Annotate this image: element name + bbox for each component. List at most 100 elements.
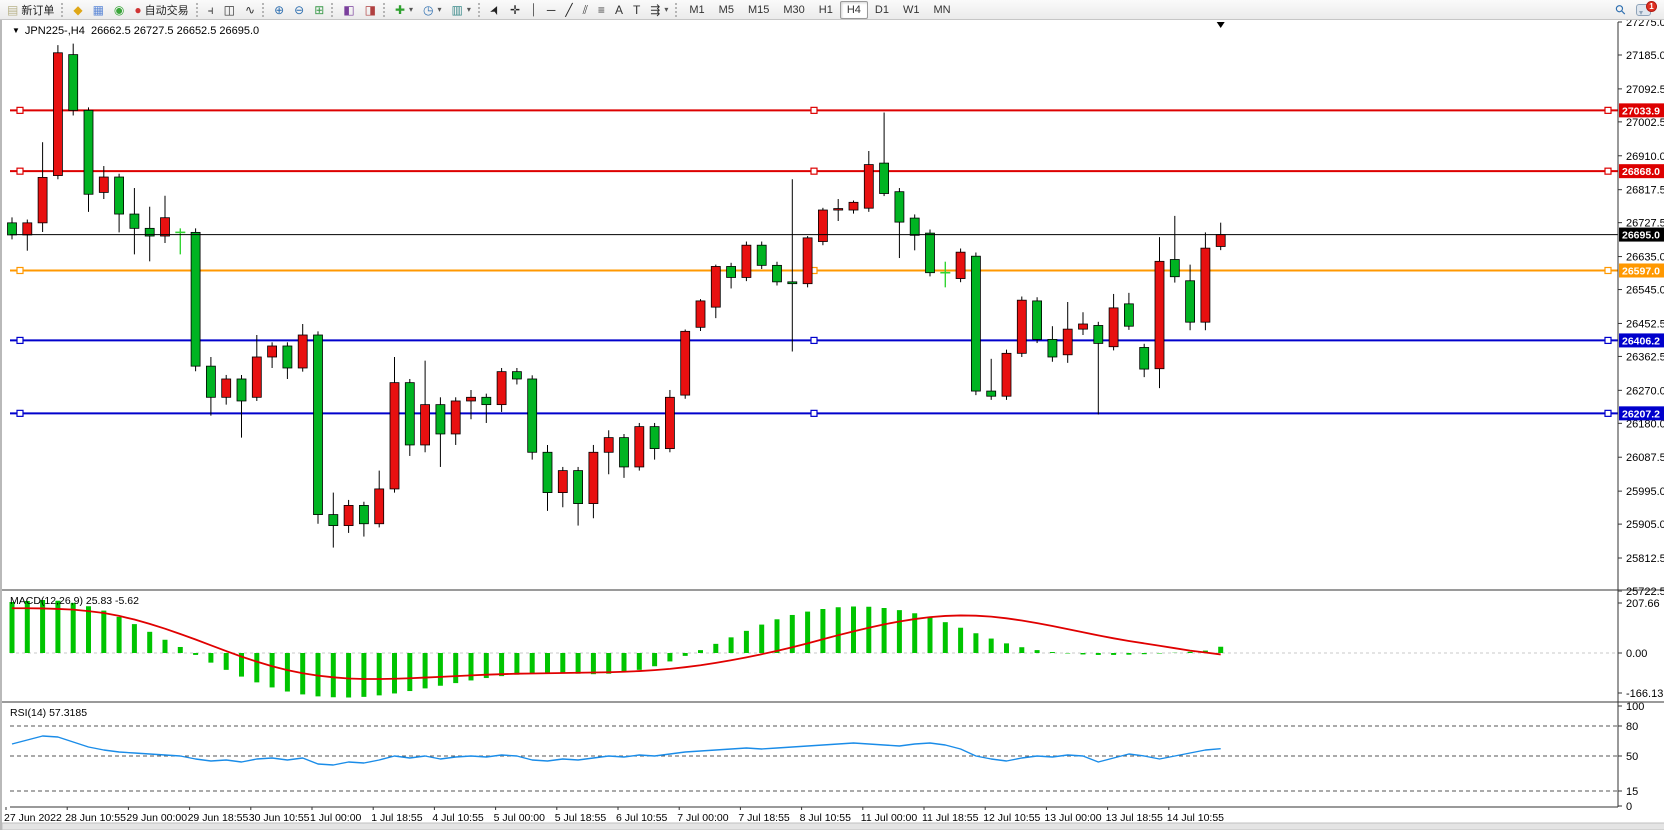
timeframe-button-m30[interactable]: M30 (783, 3, 805, 16)
chat-balloon-icon: 1 (1636, 0, 1657, 16)
line-chart-button[interactable]: ∿ (240, 1, 260, 19)
dropdown-arrow-icon[interactable]: ▾ (437, 5, 442, 14)
price-axis-label: 26910.0 (1626, 151, 1664, 163)
chart-background (2, 20, 1664, 830)
timeframe-button-d1[interactable]: D1 (874, 3, 889, 16)
line-handle[interactable] (810, 167, 818, 175)
equidistant-channel-tool-button[interactable]: ⫽ (578, 1, 593, 19)
search-button[interactable]: ⚲ (1611, 0, 1631, 19)
notifications-button[interactable]: 1 (1631, 0, 1657, 19)
timeframe-button-w1[interactable]: W1 (902, 3, 920, 16)
bull-candle (160, 217, 170, 237)
price-tag-label: 26597.0 (1622, 265, 1660, 277)
vertical-line-tool-icon: ⏐ (530, 2, 537, 17)
bear-candle (435, 404, 446, 435)
candlestick-chart-button[interactable]: ◫ (219, 1, 240, 19)
bull-candle (1200, 247, 1211, 323)
line-handle[interactable] (1604, 167, 1612, 175)
horizontal-scrollbar[interactable] (2, 822, 1664, 830)
timeframe-button-h4[interactable]: H4 (839, 0, 868, 19)
time-axis-label: 13 Jul 18:55 (1106, 812, 1163, 824)
tile-windows-button[interactable]: ⊞ (309, 1, 329, 19)
toolbar-button-label: 新订单 (21, 4, 55, 17)
line-handle[interactable] (16, 409, 24, 417)
bear-candle (542, 451, 553, 493)
bull-candle (374, 488, 385, 525)
bull-candle (603, 437, 614, 453)
price-axis-label: 26180.0 (1626, 418, 1664, 430)
line-handle[interactable] (810, 409, 818, 417)
price-tag (1619, 263, 1664, 278)
horizontal-line-tool-button[interactable]: ─ (542, 1, 561, 19)
line-handle[interactable] (1604, 409, 1612, 417)
bull-candle (221, 378, 232, 398)
line-handle[interactable] (810, 336, 818, 345)
time-axis-label: 28 Jun 10:55 (65, 812, 126, 824)
chart-shift-button[interactable]: ◨ (360, 1, 381, 19)
line-handle[interactable] (16, 167, 24, 175)
text-tool-icon: A (614, 2, 623, 17)
news-feed-button[interactable]: ◉ (109, 1, 129, 19)
time-axis-label: 6 Jul 10:55 (616, 812, 668, 824)
fibonacci-tool-button[interactable]: ≡ (593, 1, 610, 19)
notification-count-badge: 1 (1646, 0, 1657, 12)
zoom-out-button[interactable]: ⊖ (289, 1, 309, 19)
new-order-button[interactable]: ▤ 新订单 (2, 1, 59, 19)
rsi-axis-label: 80 (1626, 721, 1638, 733)
market-watch-button[interactable]: ◆ (68, 1, 87, 19)
auto-arrange-button[interactable]: ◧ (338, 1, 359, 19)
dropdown-arrow-icon[interactable]: ▾ (409, 5, 414, 14)
dropdown-arrow-icon[interactable]: ▾ (664, 5, 669, 14)
cursor-tool-button[interactable]: ➤ (485, 1, 505, 19)
price-chart[interactable]: 27275.0 27185.0 27092.5 27002.5 26910.0 26817… (2, 20, 1664, 830)
bear-candle (404, 382, 415, 446)
time-axis-label: 1 Jul 00:00 (310, 812, 362, 824)
timeframe-button-h1[interactable]: H1 (818, 3, 833, 16)
time-axis-label: 27 Jun 2022 (4, 812, 62, 824)
bear-candle (1185, 280, 1195, 323)
time-axis-label: 5 Jul 18:55 (555, 812, 607, 824)
timeframe-button-mn[interactable]: MN (933, 3, 951, 16)
line-handle[interactable] (16, 106, 24, 114)
toolbar-group: ◧ ◨ (338, 0, 381, 20)
bear-candle (236, 378, 247, 402)
price-axis-label: 26635.0 (1626, 252, 1664, 264)
line-handle[interactable] (1604, 106, 1612, 114)
bull-candle (53, 52, 63, 176)
timeframe-button-m15[interactable]: M15 (747, 3, 770, 16)
templates-button[interactable]: ▥ ▾ (447, 1, 476, 19)
price-axis-label: 25722.5 (1626, 586, 1664, 598)
bear-candle (619, 437, 629, 468)
bear-candle (1093, 325, 1104, 344)
add-indicator-button[interactable]: ✚ ▾ (390, 1, 418, 19)
line-handle[interactable] (16, 266, 24, 275)
crosshair-tool-button[interactable]: ✛ (505, 1, 525, 19)
line-handle[interactable] (16, 336, 24, 345)
bear-candle (511, 371, 522, 380)
bull-candle (802, 237, 813, 285)
market-watch-icon: ◆ (73, 2, 83, 17)
line-handle[interactable] (810, 106, 818, 114)
price-tag-label: 27033.9 (1622, 105, 1660, 117)
bear-candle (144, 227, 155, 237)
text-label-tool-button[interactable]: T (628, 1, 645, 19)
trendline-tool-icon: ╱ (565, 2, 573, 17)
chart-menu-triangle-icon[interactable]: ▼ (12, 26, 20, 35)
trendline-tool-button[interactable]: ╱ (560, 1, 577, 19)
vertical-line-tool-button[interactable]: ⏐ (525, 1, 542, 19)
periods-button[interactable]: ◷ ▾ (418, 1, 447, 19)
timeframe-button-m5[interactable]: M5 (718, 3, 734, 16)
bull-candle (496, 371, 507, 406)
line-handle[interactable] (1604, 336, 1612, 345)
zoom-in-button[interactable]: ⊕ (269, 1, 289, 19)
autotrading-button[interactable]: ● 自动交易 (129, 1, 193, 19)
chart-shift-marker-icon[interactable] (1216, 22, 1225, 28)
timeframe-button-m1[interactable]: M1 (689, 3, 705, 16)
bar-chart-button[interactable]: ⫞ (203, 1, 219, 19)
dropdown-arrow-icon[interactable]: ▾ (466, 5, 471, 14)
main-toolbar: ▤ 新订单 ◆ ▦ ◉ ● 自动交易 ⫞ ◫ ∿ ⊕ ⊖ ⊞ ◧ ◨ ✚ ▾ ◷ ▾ ▥ ▾ ➤ ✛ ⏐ ─ ╱ ⫽ ≡ A T ⇶ ▾ M1 M… (0, 0, 1664, 20)
line-handle[interactable] (1604, 266, 1612, 275)
text-tool-button[interactable]: A (610, 1, 628, 19)
arrows-tool-button[interactable]: ⇶ ▾ (645, 1, 673, 19)
data-window-button[interactable]: ▦ (88, 1, 109, 19)
